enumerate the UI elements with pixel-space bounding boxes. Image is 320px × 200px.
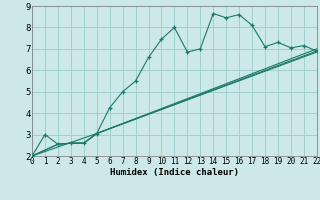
X-axis label: Humidex (Indice chaleur): Humidex (Indice chaleur) — [110, 168, 239, 177]
